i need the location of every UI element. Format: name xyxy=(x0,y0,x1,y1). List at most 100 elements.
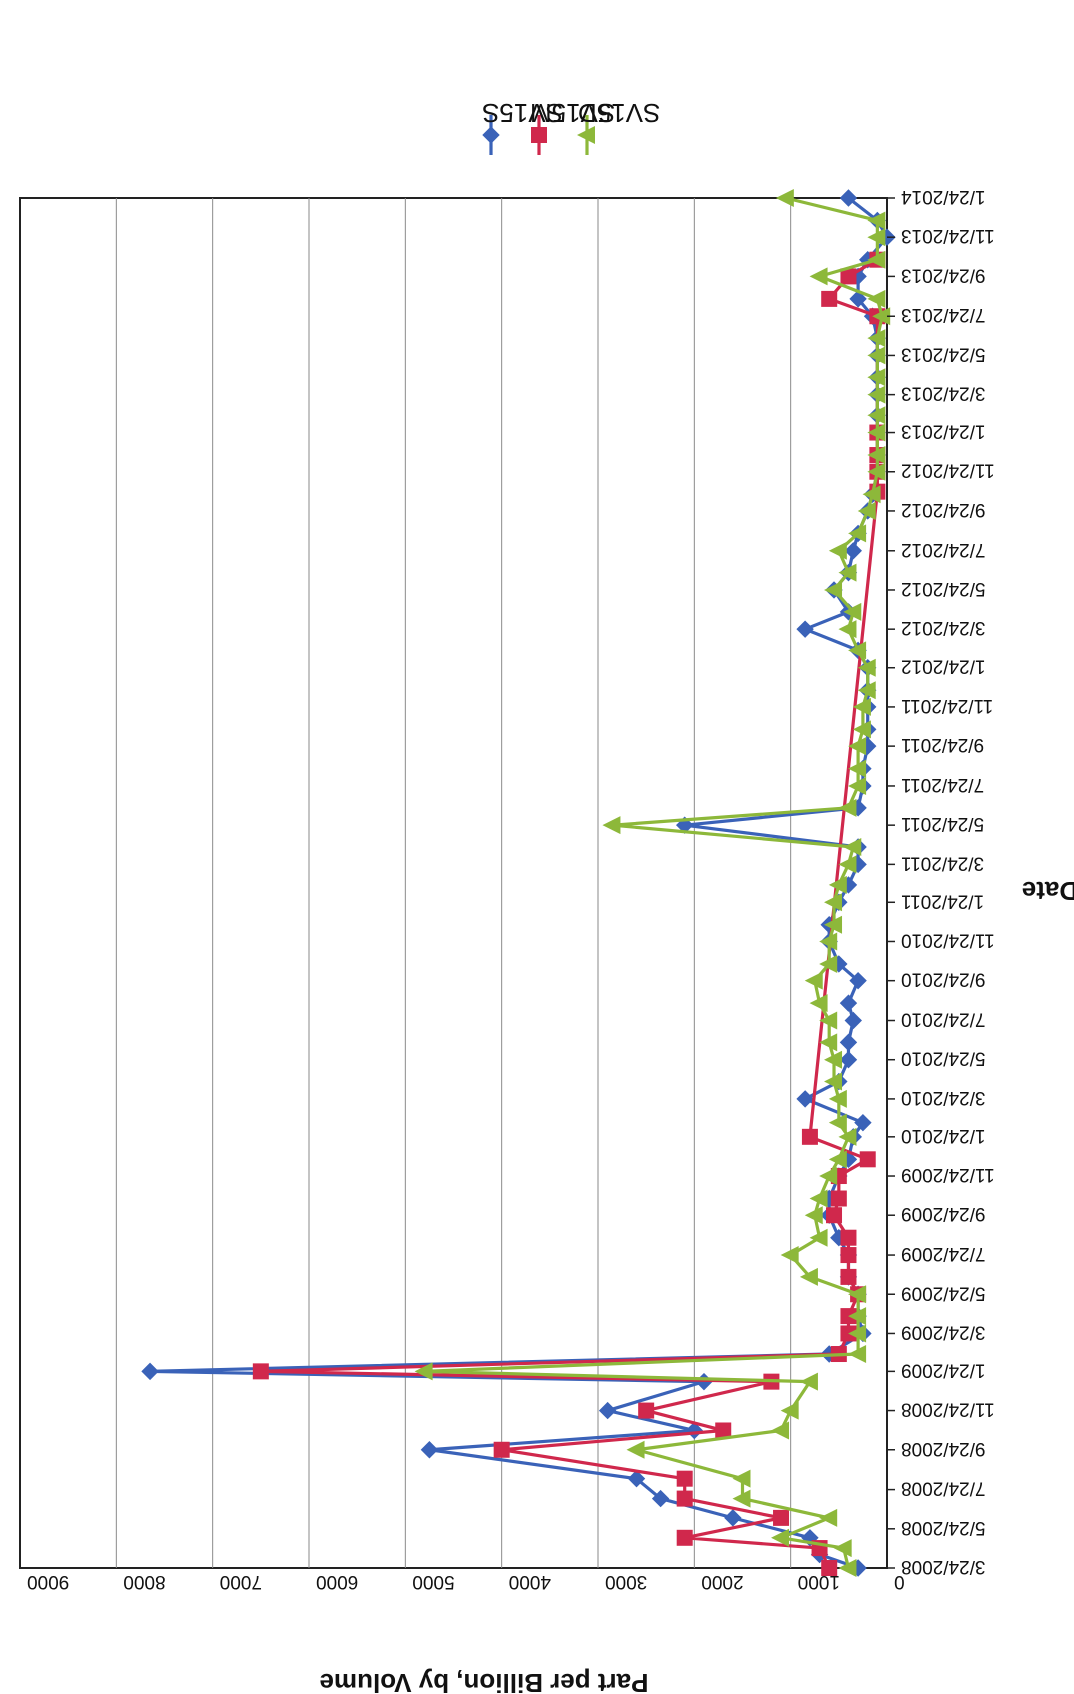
data-point-sv15d xyxy=(828,875,847,894)
data-point-sv15d xyxy=(857,681,876,700)
data-point-sv15m xyxy=(821,1560,838,1576)
data-point-sv15d xyxy=(804,1206,823,1225)
data-point-sv15s xyxy=(420,1441,439,1459)
x-tick-label: 7/24/2013 xyxy=(901,304,986,325)
data-point-sv15d xyxy=(867,423,886,442)
data-point-sv15s xyxy=(651,1489,670,1508)
data-point-sv15d xyxy=(867,346,886,365)
data-point-sv15m xyxy=(801,1128,818,1145)
data-point-sv15m xyxy=(826,1207,843,1224)
x-tick-label: 3/24/2008 xyxy=(901,1556,986,1577)
data-point-sv15d xyxy=(867,250,886,269)
data-point-sv15d xyxy=(780,1246,799,1265)
data-point-sv15d xyxy=(862,485,881,504)
data-point-sv15d xyxy=(809,1189,828,1208)
legend-marker-sv15s xyxy=(482,126,500,144)
data-point-sv15d xyxy=(838,855,857,874)
data-point-sv15m xyxy=(840,1247,857,1264)
legend-item-sv15m: SV15M xyxy=(530,98,615,155)
data-point-sv15d xyxy=(838,1127,857,1146)
data-point-sv15d xyxy=(867,228,886,247)
data-point-sv15d xyxy=(809,994,828,1013)
data-point-sv15m xyxy=(252,1363,269,1380)
data-point-sv15s xyxy=(724,1509,742,1527)
data-point-sv15d xyxy=(780,1401,799,1420)
x-tick-label: 7/24/2012 xyxy=(901,539,986,560)
x-tick-label: 9/24/2012 xyxy=(901,499,986,520)
y-tick-label: 1000 xyxy=(798,1571,840,1592)
data-point-sv15d xyxy=(819,1011,838,1030)
data-point-sv15d xyxy=(867,211,886,230)
data-point-sv15d xyxy=(838,1559,857,1577)
data-point-sv15d xyxy=(602,816,621,835)
data-point-sv15d xyxy=(732,1469,751,1488)
data-point-sv15m xyxy=(715,1422,732,1439)
y-tick-label: 6000 xyxy=(316,1571,358,1592)
data-point-sv15d xyxy=(867,368,886,387)
data-point-sv15d xyxy=(771,1528,790,1547)
x-tick-label: 1/24/2013 xyxy=(901,421,986,442)
data-point-sv15d xyxy=(857,501,876,520)
data-point-sv15d xyxy=(799,1267,818,1286)
x-tick-label: 1/24/2011 xyxy=(901,890,984,911)
data-point-sv15s xyxy=(844,542,862,560)
y-tick-label: 2000 xyxy=(701,1571,743,1592)
data-point-sv15s xyxy=(854,1113,872,1132)
data-point-sv15d xyxy=(848,524,867,543)
legend-label-sv15s: SV15S xyxy=(482,98,563,128)
x-tick-label: 5/24/2010 xyxy=(901,1048,986,1069)
data-point-sv15d xyxy=(867,329,886,348)
data-point-sv15d xyxy=(848,1324,867,1343)
x-tick-label: 1/24/2014 xyxy=(901,186,986,207)
x-tick-label: 7/24/2010 xyxy=(901,1009,986,1030)
x-tick-label: 1/24/2010 xyxy=(901,1125,986,1146)
data-point-sv15d xyxy=(828,1089,847,1108)
data-point-sv15m xyxy=(859,1151,876,1168)
x-tick-label: 3/24/2011 xyxy=(901,852,984,873)
x-tick-label: 5/24/2011 xyxy=(901,813,984,834)
data-point-sv15d xyxy=(867,289,886,308)
data-point-sv15m xyxy=(638,1402,655,1419)
legend-label-sv15d: SV15D xyxy=(578,98,660,128)
x-tick-label: 9/24/2011 xyxy=(901,734,984,755)
data-point-sv15d xyxy=(843,838,862,857)
data-point-sv15d xyxy=(819,1033,838,1052)
x-tick-label: 3/24/2012 xyxy=(901,617,986,638)
data-point-sv15d xyxy=(852,720,871,739)
x-tick-label: 9/24/2010 xyxy=(901,969,986,990)
data-point-sv15d xyxy=(819,1508,838,1527)
legend-item-sv15d: SV15D xyxy=(577,98,660,155)
y-tick-label: 3000 xyxy=(605,1571,647,1592)
data-point-sv15d xyxy=(848,776,867,795)
x-tick-label: 5/24/2009 xyxy=(901,1282,986,1303)
data-point-sv15d xyxy=(848,737,867,756)
data-point-sv15d xyxy=(867,406,886,425)
y-tick-label: 5000 xyxy=(412,1571,454,1592)
data-point-sv15s xyxy=(796,620,814,638)
x-tick-label: 3/24/2010 xyxy=(901,1087,986,1108)
y-axis-ticks: 0 1000 2000 3000 4000 5000 6000 7000 8000 9000 xyxy=(27,1571,905,1592)
data-point-sv15d xyxy=(799,1372,818,1391)
data-point-sv15m xyxy=(676,1490,693,1507)
data-point-sv15d xyxy=(848,1345,867,1364)
data-point-sv15d xyxy=(833,1539,852,1558)
data-point-sv15d xyxy=(824,893,843,912)
data-point-sv15d xyxy=(775,189,794,207)
x-tick-label: 5/24/2012 xyxy=(901,578,986,599)
data-point-sv15d xyxy=(857,658,876,677)
data-point-sv15m xyxy=(821,290,838,307)
data-point-sv15d xyxy=(824,1072,843,1091)
x-tick-label: 9/24/2013 xyxy=(901,264,986,285)
data-point-sv15s xyxy=(839,994,858,1012)
data-point-sv15d xyxy=(848,759,867,778)
data-point-sv15d xyxy=(843,602,862,621)
x-tick-label: 7/24/2009 xyxy=(901,1243,986,1264)
data-point-sv15d xyxy=(848,1307,867,1326)
data-point-sv15m xyxy=(773,1509,790,1526)
x-tick-label: 3/24/2009 xyxy=(901,1321,986,1342)
data-point-sv15d xyxy=(819,954,838,973)
legend-label-sv15m: SV15M xyxy=(530,98,615,128)
data-point-sv15s xyxy=(849,290,867,308)
series-layer xyxy=(141,189,896,1577)
x-axis-ticks: 3/24/2008 5/24/2008 7/24/2008 9/24/2008 11/2… xyxy=(887,186,995,1577)
